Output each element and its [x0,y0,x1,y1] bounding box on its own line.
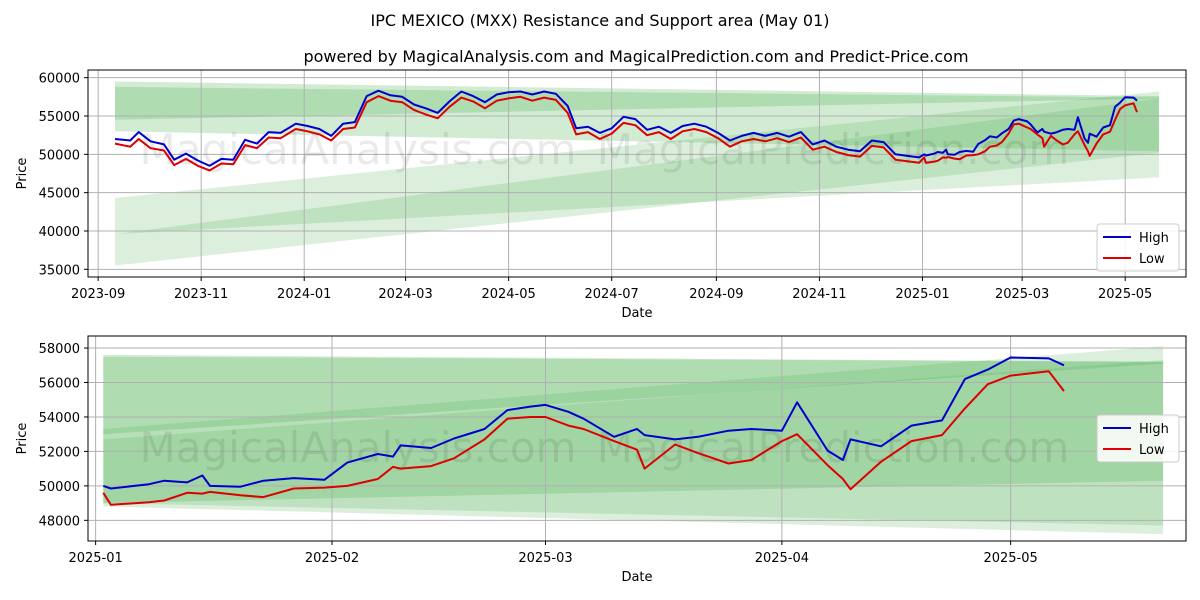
x-tick-label: 2023-09 [71,287,125,302]
y-tick-label: 35000 [39,263,80,278]
bottom-panel: MagicalAnalysis.com MagicalPrediction.com… [15,335,1187,585]
plot-frame [87,335,1187,542]
x-tick-label: 2024-05 [481,287,535,302]
y-tick-label: 45000 [39,187,80,202]
top-panel: MagicalAnalysis.com MagicalPrediction.com… [15,69,1187,321]
band-group [115,81,1159,266]
support-resistance-band [115,91,1159,266]
y-tick-label: 52000 [39,445,80,460]
y-tick-label: 40000 [39,225,80,240]
support-resistance-band [103,346,1164,535]
watermark-group: MagicalAnalysis.com MagicalPrediction.com [140,423,1070,472]
x-tick-label: 2025-03 [995,287,1049,302]
x-axis-label: Date [621,570,652,585]
y-tick-label: 58000 [39,342,80,357]
support-resistance-band [115,98,1159,235]
y-tick-label: 54000 [39,411,80,426]
legend-label-low: Low [1139,252,1165,267]
series-line-high [102,356,1065,490]
y-axis-label: Price [15,423,30,455]
plot-frame [87,69,1187,278]
series-group [102,356,1065,506]
y-tick-label: 60000 [39,72,80,87]
x-axis-label: Date [621,306,652,321]
support-resistance-band [103,354,1164,435]
x-tick-label: 2024-11 [792,287,846,302]
series-line-low [114,95,1138,172]
x-tick-label: 2025-03 [518,551,572,566]
x-tick-label: 2024-03 [378,287,432,302]
series-group [114,89,1138,172]
x-tick-label: 2023-11 [174,287,228,302]
watermark-text: MagicalAnalysis.com [140,125,577,174]
x-tick-label: 2024-09 [689,287,743,302]
series-line-low [102,370,1065,506]
y-tick-label: 50000 [39,480,80,495]
tick-group: 2023-09 2023-11 2024-01 2024-03 2024-05 2024-… [39,72,1153,302]
support-resistance-band [115,86,1159,152]
y-tick-label: 56000 [39,377,80,392]
x-tick-label: 2025-01 [68,551,122,566]
x-tick-label: 2024-01 [277,287,331,302]
legend: High Low [1096,414,1180,463]
watermark-text: MagicalAnalysis.com [140,423,577,472]
chart-title: IPC MEXICO (MXX) Resistance and Support … [371,11,830,30]
x-tick-label: 2025-02 [305,551,359,566]
chart-subtitle: powered by MagicalAnalysis.com and Magic… [303,47,968,66]
legend-box [1096,223,1180,272]
legend-label-low: Low [1139,443,1165,458]
x-tick-label: 2025-05 [1098,287,1152,302]
legend: High Low [1096,223,1180,272]
x-tick-label: 2025-05 [983,551,1037,566]
legend-box [1096,414,1180,463]
support-resistance-band [103,360,1164,526]
y-axis-label: Price [15,158,30,190]
series-line-high [114,89,1138,167]
x-tick-label: 2025-04 [755,551,809,566]
y-tick-label: 55000 [39,110,80,125]
grid-group [88,70,1186,277]
tick-group: 2025-01 2025-02 2025-03 2025-04 2025-05 48000… [39,342,1038,566]
watermark-text: MagicalPrediction.com [597,423,1070,472]
legend-label-high: High [1139,231,1169,246]
legend-label-high: High [1139,422,1169,437]
x-tick-label: 2025-01 [895,287,949,302]
x-tick-label: 2024-07 [584,287,638,302]
y-tick-label: 50000 [39,148,80,163]
y-tick-label: 48000 [39,514,80,529]
